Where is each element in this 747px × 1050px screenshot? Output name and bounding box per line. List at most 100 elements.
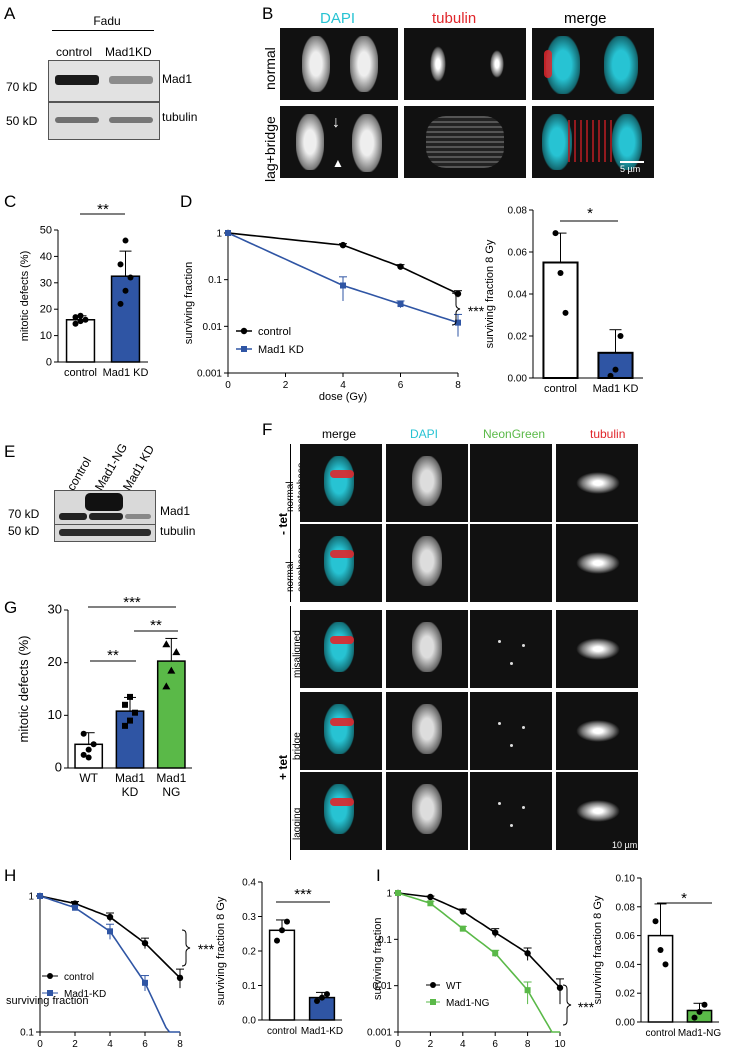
y-tick-label: 0.1	[242, 981, 256, 992]
blot-e	[54, 490, 156, 542]
legend-label: control	[64, 972, 94, 983]
data-point	[427, 900, 434, 907]
data-point	[397, 263, 404, 270]
band-mad1-kd	[125, 514, 151, 519]
data-point	[107, 928, 113, 935]
y-tick-label: 0.4	[242, 878, 256, 889]
data-point	[324, 991, 330, 998]
x-tick-label: 8	[525, 1039, 531, 1050]
band-tubulin-kd	[109, 117, 153, 123]
data-point	[127, 274, 134, 281]
band-mad1-control	[55, 75, 99, 85]
band-label-tubulin: tubulin	[160, 524, 196, 538]
x-axis-label: dose (Gy)	[319, 391, 367, 403]
x-tick-label: 4	[340, 380, 346, 391]
data-point	[339, 241, 347, 249]
data-point	[274, 937, 280, 944]
image-f-merge-row4	[300, 692, 382, 770]
blot-divider	[55, 524, 155, 525]
image-f-merge-row1	[300, 444, 382, 522]
band-label-mad1: Mad1	[160, 504, 191, 518]
data-point	[319, 994, 325, 1001]
bar	[597, 351, 634, 379]
data-point	[279, 927, 285, 934]
spindle-midzone	[426, 116, 504, 168]
y-tick-label: 0.00	[616, 1018, 636, 1029]
cell-signal	[576, 800, 620, 822]
data-point	[395, 890, 401, 896]
group-bracket-plus	[290, 606, 291, 860]
panel-letter-e: E	[4, 442, 16, 461]
data-point	[492, 950, 499, 957]
band-tubulin-control	[55, 117, 99, 123]
y-tick-label: 10	[48, 707, 62, 722]
chromatin-mass	[352, 114, 382, 172]
data-point	[552, 230, 559, 237]
spindle-signal	[330, 470, 354, 478]
x-tick-label: KD	[122, 785, 139, 799]
data-point	[314, 998, 320, 1005]
cell-signal	[412, 704, 442, 754]
y-axis-label: surviving fraction	[372, 917, 384, 1000]
x-tick-label: Mad1-KD	[301, 1026, 343, 1037]
panel-letter-f: F	[262, 420, 273, 439]
legend-marker	[240, 327, 248, 335]
cell-signal	[576, 472, 620, 494]
data-point	[617, 333, 624, 339]
y-tick-label: 0.08	[616, 902, 636, 913]
x-tick-label: Mad1	[156, 771, 186, 785]
y-tick-label: 1	[216, 229, 222, 240]
data-point	[141, 939, 149, 947]
chromatin-mass	[612, 114, 642, 170]
x-tick-label: control	[544, 383, 577, 395]
col-label-dapi: DAPI	[320, 10, 356, 27]
y-tick-label: 0.08	[508, 206, 528, 217]
significance-label: *	[681, 890, 687, 907]
y-axis-label: mitotic defects (%)	[16, 636, 31, 743]
significance-label: **	[107, 647, 119, 664]
scale-bar	[620, 161, 644, 163]
significance-label: ***	[198, 941, 215, 957]
data-point	[492, 929, 499, 936]
scale-bar	[612, 850, 650, 852]
panel-letter-c: C	[4, 192, 17, 211]
x-tick-label: 4	[460, 1039, 466, 1050]
data-point	[82, 316, 89, 323]
data-point	[176, 974, 184, 982]
cell-signal	[324, 456, 354, 506]
x-tick-label: control	[64, 367, 97, 379]
panel-letter-g: G	[4, 598, 18, 617]
data-point	[72, 320, 79, 327]
legend-marker	[47, 990, 53, 996]
y-tick-label: 0.06	[616, 931, 636, 942]
image-b-normal-merge	[532, 28, 654, 100]
panel-letter-b: B	[262, 4, 274, 23]
y-tick-label: 0.001	[367, 1028, 392, 1039]
spindle-pole	[544, 50, 552, 78]
data-point	[106, 913, 114, 921]
ng-dot	[498, 722, 501, 725]
x-tick-label: 6	[492, 1039, 498, 1050]
data-point	[162, 640, 171, 648]
cell-signal	[324, 704, 354, 754]
image-f-neongreen-row3	[470, 610, 552, 688]
panel-letter-h: H	[4, 866, 17, 885]
data-point	[657, 947, 664, 953]
cell-signal	[412, 622, 442, 672]
image-b-lag-merge: 5 µm	[532, 106, 654, 178]
legend-label: Mad1-KD	[64, 989, 106, 1000]
data-point	[72, 314, 79, 321]
data-point	[122, 237, 129, 244]
bar	[308, 996, 336, 1021]
x-tick-label: 4	[107, 1039, 113, 1050]
significance-label: ***	[294, 886, 312, 903]
cell-line-label: Fadu	[93, 14, 121, 28]
chromatin-mass	[350, 36, 378, 92]
y-tick-label: 20	[40, 304, 52, 316]
data-point	[455, 319, 461, 326]
y-axis-label: mitotic defects (%)	[19, 251, 31, 341]
y-tick-label: 0	[55, 760, 62, 775]
significance-label: *	[587, 205, 593, 222]
ng-dot	[522, 644, 525, 647]
x-tick-label: Mad1 KD	[593, 383, 639, 395]
